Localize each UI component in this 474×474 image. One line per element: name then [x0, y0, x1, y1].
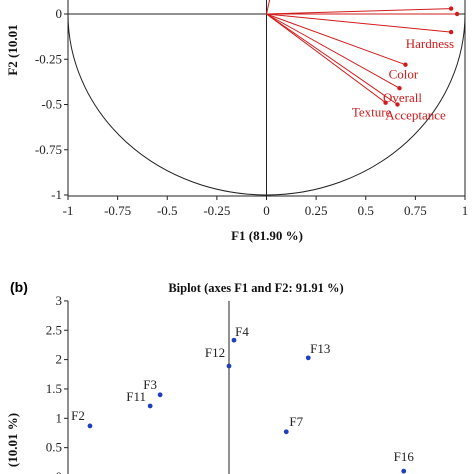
x-tick-label: -0.25 — [203, 203, 230, 218]
variable-label: Hardness — [406, 36, 454, 51]
y-tick-label: -0.75 — [35, 142, 62, 157]
y-tick-labels: 3 2.5 2 1.5 1 0.5 0 — [46, 293, 68, 474]
x-tick-label: 1 — [462, 203, 469, 218]
panel-label: (b) — [10, 279, 28, 295]
y-tick-label: -0.5 — [41, 97, 62, 112]
observation-point — [87, 423, 93, 429]
vector-line — [266, 13, 398, 105]
variable-label: Acceptance — [385, 108, 446, 123]
x-tick-label: -0.75 — [104, 203, 131, 218]
y-tick-label: 2.5 — [46, 322, 62, 337]
y-tick-label: 1 — [56, 410, 63, 425]
variable-label: Overall — [383, 90, 422, 105]
observation-point — [226, 363, 232, 369]
observation-label: F7 — [289, 414, 303, 429]
y-tick-label: 0 — [56, 469, 63, 474]
x-tick-label: -0.5 — [157, 203, 178, 218]
correlation-circle — [67, 13, 466, 196]
vector-tip — [448, 6, 454, 11]
observation-point — [401, 468, 407, 474]
observation-point — [231, 337, 237, 343]
variable-label: Texture — [352, 105, 392, 120]
x-tick-label: 0.5 — [358, 203, 374, 218]
y-tick-label: 1.5 — [46, 381, 62, 396]
observation-label: F12 — [205, 345, 225, 360]
vector-line — [266, 0, 271, 15]
x-axis-title: F1 (81.90 %) — [231, 228, 303, 243]
observation-point — [283, 429, 289, 435]
observation-label: F3 — [143, 377, 157, 392]
vector-tip — [397, 86, 402, 91]
variable-label: Color — [389, 67, 419, 82]
vector-tip — [395, 102, 400, 107]
vector-line — [266, 8, 452, 15]
y-tick-label: -1 — [51, 187, 62, 202]
observation-point — [305, 355, 311, 361]
vector-tip — [403, 62, 408, 67]
y-tick-labels: 0 -0.25 -0.5 -0.75 -1 — [35, 6, 68, 202]
x-tick-label: 0.25 — [305, 203, 328, 218]
observation-label: F16 — [394, 449, 415, 464]
observation-label: F11 — [126, 389, 146, 404]
vector-line — [266, 13, 400, 89]
vector-tip — [448, 29, 454, 35]
vector-tip — [383, 100, 388, 105]
vector-line — [266, 13, 406, 66]
x-tick-labels: -1 -0.75 -0.5 -0.25 0 0.25 0.5 0.75 1 — [63, 196, 469, 218]
observation-label: F13 — [310, 341, 330, 356]
biplot-panel: (b) Biplot (axes F1 and F2: 91.91 %) F4F… — [5, 279, 414, 474]
y-tick-label: 3 — [56, 293, 63, 308]
y-tick-label: 2 — [56, 352, 63, 367]
observation-point — [147, 403, 153, 409]
x-tick-label: 0.75 — [404, 203, 427, 218]
vector-tip — [454, 11, 460, 17]
observation-point — [157, 392, 163, 398]
y-tick-label: 0.5 — [46, 440, 62, 455]
observation-label: F4 — [235, 324, 249, 339]
observation-label: F2 — [71, 408, 85, 423]
vector-line — [266, 13, 386, 104]
x-tick-label: -1 — [63, 203, 74, 218]
y-tick-label: 0 — [56, 6, 63, 21]
y-axis-title: (10.01 %) — [5, 413, 20, 467]
x-tick-label: 0 — [263, 203, 270, 218]
y-tick-label: -0.25 — [35, 51, 62, 66]
vector-line — [266, 13, 452, 33]
y-axis-title: F2 (10.01 — [5, 24, 20, 75]
chart-title: Biplot (axes F1 and F2: 91.91 %) — [168, 281, 343, 295]
